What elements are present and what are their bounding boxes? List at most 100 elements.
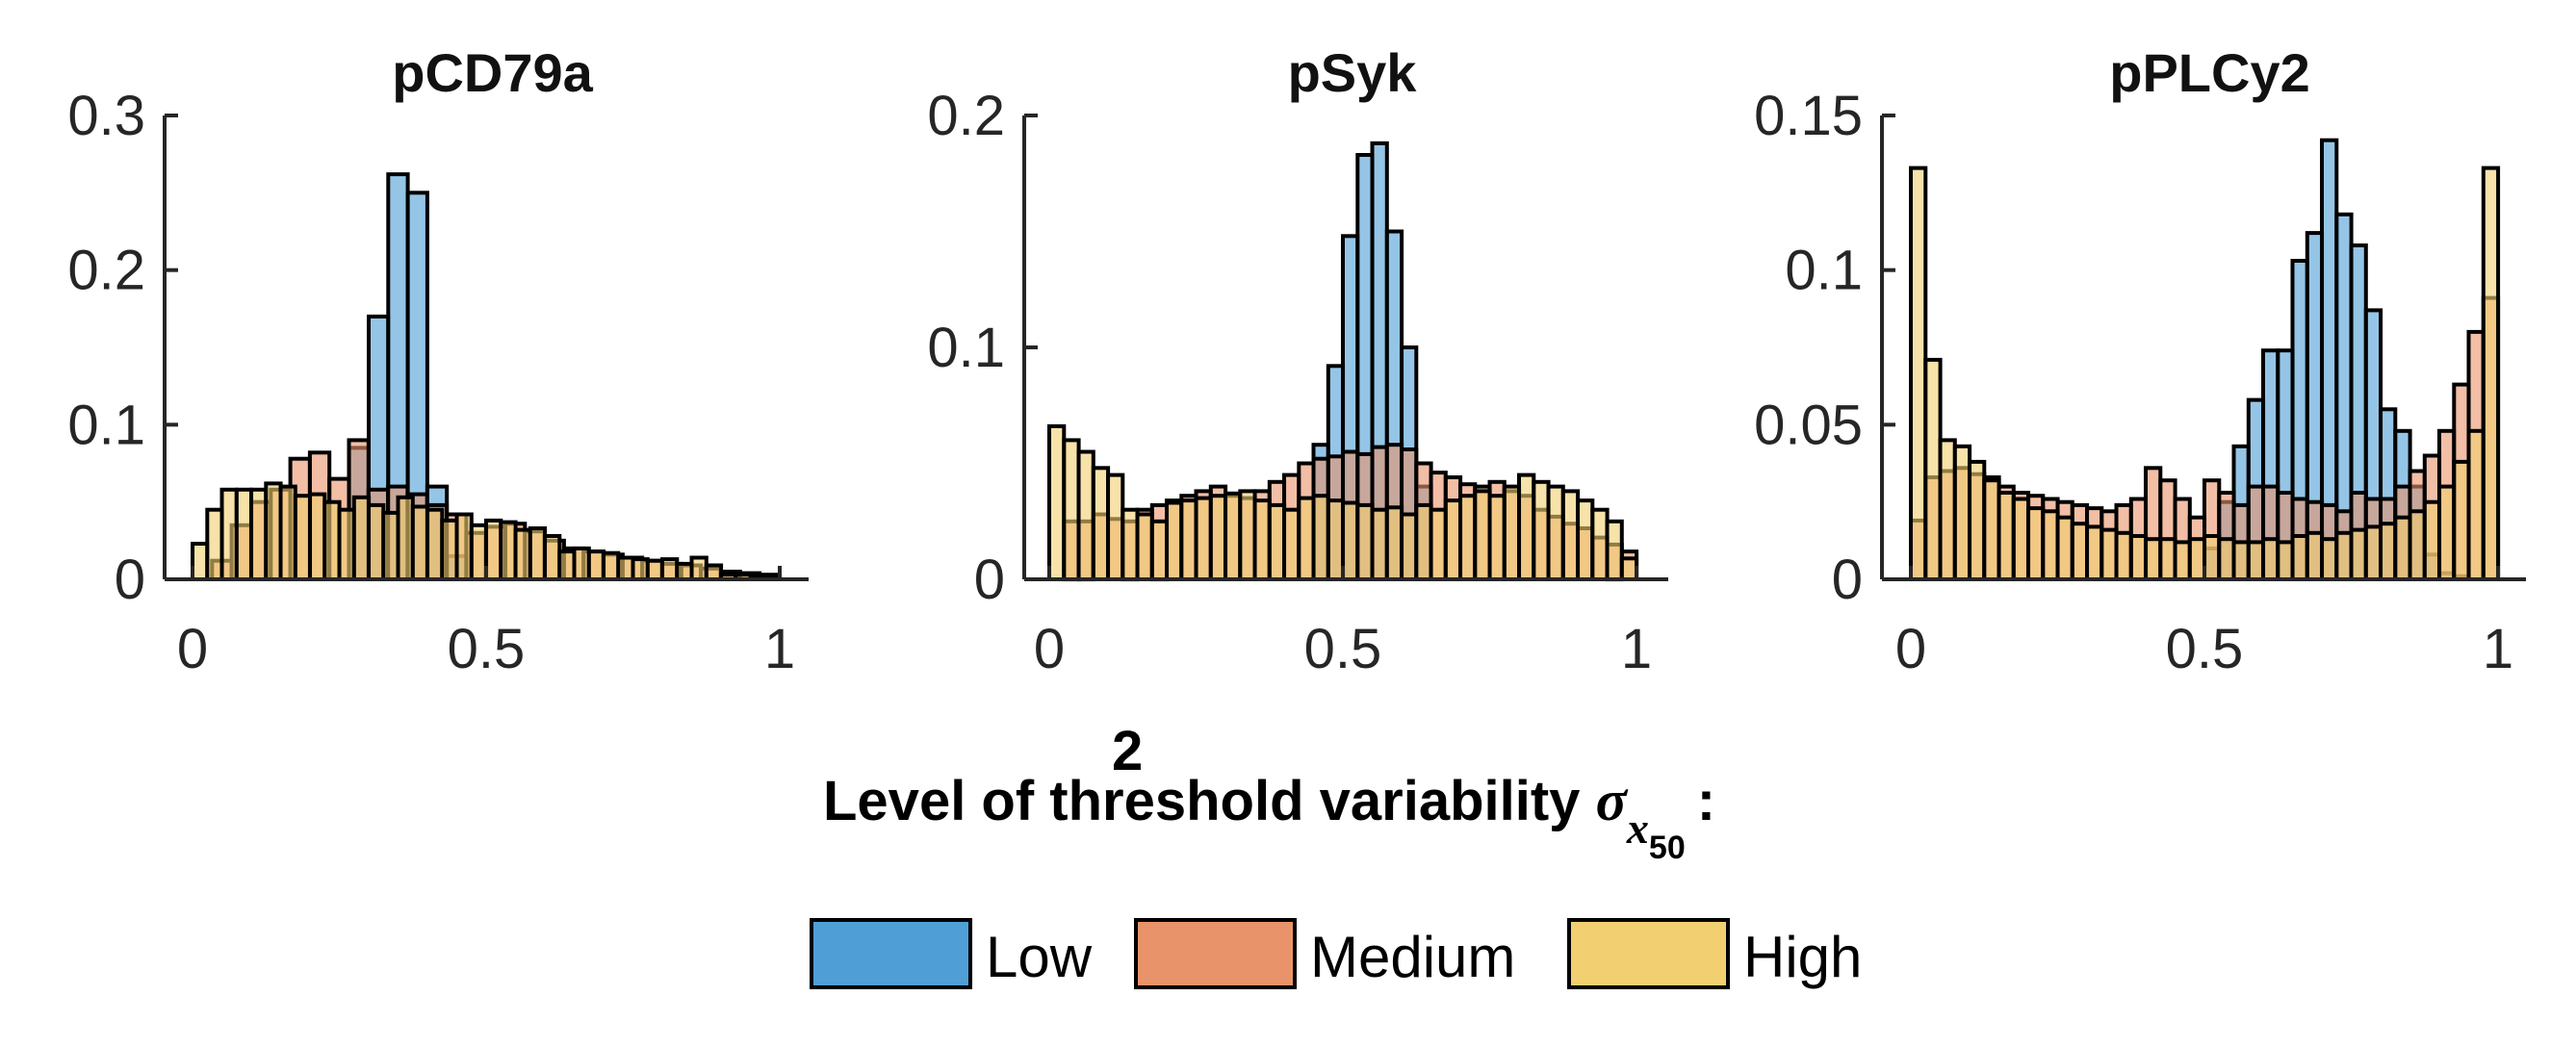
bar-high <box>1590 507 1610 582</box>
bar-high <box>2217 537 2236 582</box>
bar-high <box>1996 491 2016 581</box>
panels: 0 0.1 0.2 0.3 0 0.5 1 pCD79a 0 0.1 0.2 0 0.5 1 pSyk 0 0.… <box>67 42 2526 680</box>
y-tick-label: 0.1 <box>67 394 145 456</box>
bar-high <box>191 542 210 581</box>
bar-high <box>2349 527 2368 581</box>
bar-high <box>1487 494 1507 582</box>
bar-high <box>1208 494 1228 582</box>
bar-high <box>2128 534 2149 581</box>
bar-high <box>219 487 239 581</box>
bar-high <box>2144 537 2163 582</box>
bar-high <box>2041 509 2060 581</box>
bar-high <box>499 520 518 581</box>
x-tick-label: 0.5 <box>1304 618 1382 680</box>
bar-high <box>381 510 400 582</box>
bar-high <box>528 526 548 581</box>
bar-high <box>410 504 430 581</box>
legend-label-medium: Medium <box>1310 925 1515 989</box>
bar-high <box>1502 484 1522 582</box>
x-tick-label: 1 <box>2483 618 2513 680</box>
y-tick-label: 0.05 <box>1754 394 1863 456</box>
bar-high <box>425 507 445 582</box>
series-high <box>1047 423 1639 582</box>
bar-high <box>2305 530 2325 581</box>
bar-high <box>572 546 591 582</box>
bar-high <box>1546 484 1565 582</box>
legend-swatch-high <box>1567 918 1730 989</box>
bar-high <box>2011 497 2031 581</box>
legend-superscript: 2 <box>1112 720 1143 782</box>
y-tick-label: 0.1 <box>1785 240 1863 302</box>
legend-label-high: High <box>1743 925 1862 989</box>
bar-high <box>2437 484 2457 582</box>
bar-high <box>351 495 372 581</box>
bar-high <box>293 494 313 582</box>
legend-swatch-medium <box>1134 918 1297 989</box>
y-tick-label: 0 <box>115 549 145 611</box>
bar-high <box>631 557 650 581</box>
bar-high <box>2393 515 2412 582</box>
bar-high <box>249 487 269 581</box>
bar-high <box>2408 509 2427 581</box>
panel-pPLCy2: 0 0.05 0.1 0.15 0 0.5 1 pPLCy2 <box>1754 42 2526 680</box>
bar-high <box>1224 491 1243 581</box>
bar-high <box>1091 466 1111 581</box>
bar-high <box>2320 537 2339 582</box>
x-tick-label: 0.5 <box>448 618 526 680</box>
legend-label-low: Low <box>986 925 1093 989</box>
bar-high <box>2363 524 2383 582</box>
bar-high <box>586 549 606 581</box>
series-high <box>191 481 783 582</box>
bar-high <box>1238 489 1257 581</box>
bar-high <box>2466 428 2486 581</box>
bar-high <box>2422 499 2442 582</box>
bar-high <box>2246 540 2266 582</box>
bar-high <box>1370 507 1389 582</box>
legend-swatch-low <box>810 918 972 989</box>
legend: Level of threshold variability σx50: 2 L… <box>810 720 1862 989</box>
bar-high <box>689 555 708 581</box>
y-tick-label: 0.1 <box>927 317 1005 379</box>
bar-high <box>396 495 415 581</box>
x-tick-label: 1 <box>764 618 795 680</box>
bar-high <box>469 523 489 581</box>
bar-high <box>1267 502 1287 582</box>
bar-high <box>2202 534 2222 581</box>
bar-high <box>1106 472 1125 582</box>
bar-high <box>2099 527 2119 581</box>
bar-high <box>1938 438 1957 581</box>
bar-high <box>2114 530 2133 581</box>
bar-high <box>704 563 724 581</box>
bar-high <box>1414 502 1433 582</box>
bar-high <box>1560 489 1581 581</box>
panel-title: pSyk <box>1288 42 1418 103</box>
bar-high <box>543 534 562 581</box>
x-tick-label: 0 <box>1895 618 1926 680</box>
y-tick-label: 0.15 <box>1754 85 1863 147</box>
bar-high <box>2085 524 2104 582</box>
bar-high <box>308 492 327 581</box>
bar-high <box>2261 537 2280 582</box>
panel-title: pPLCy2 <box>2109 42 2310 103</box>
x-tick-label: 0.5 <box>2166 618 2244 680</box>
bar-high <box>1341 500 1360 581</box>
panel-pCD79a: 0 0.1 0.2 0.3 0 0.5 1 pCD79a <box>67 42 809 680</box>
bar-high <box>264 481 283 581</box>
bar-high <box>1982 478 2001 582</box>
panel-title: pCD79a <box>392 42 593 103</box>
bar-high <box>513 527 532 581</box>
bar-high <box>1443 498 1463 581</box>
bar-high <box>1121 507 1140 582</box>
bar-high <box>337 507 356 582</box>
bar-high <box>2070 522 2090 582</box>
bar-high <box>1923 357 1943 581</box>
bar-high <box>1135 512 1154 581</box>
panel-pSyk: 0 0.1 0.2 0 0.5 1 pSyk <box>927 42 1668 680</box>
bar-high <box>2334 530 2354 581</box>
bar-high <box>2452 459 2471 581</box>
bar-high <box>1179 498 1198 581</box>
x-tick-label: 0 <box>1034 618 1065 680</box>
bar-high <box>278 484 297 582</box>
bar-high <box>1909 166 1928 581</box>
